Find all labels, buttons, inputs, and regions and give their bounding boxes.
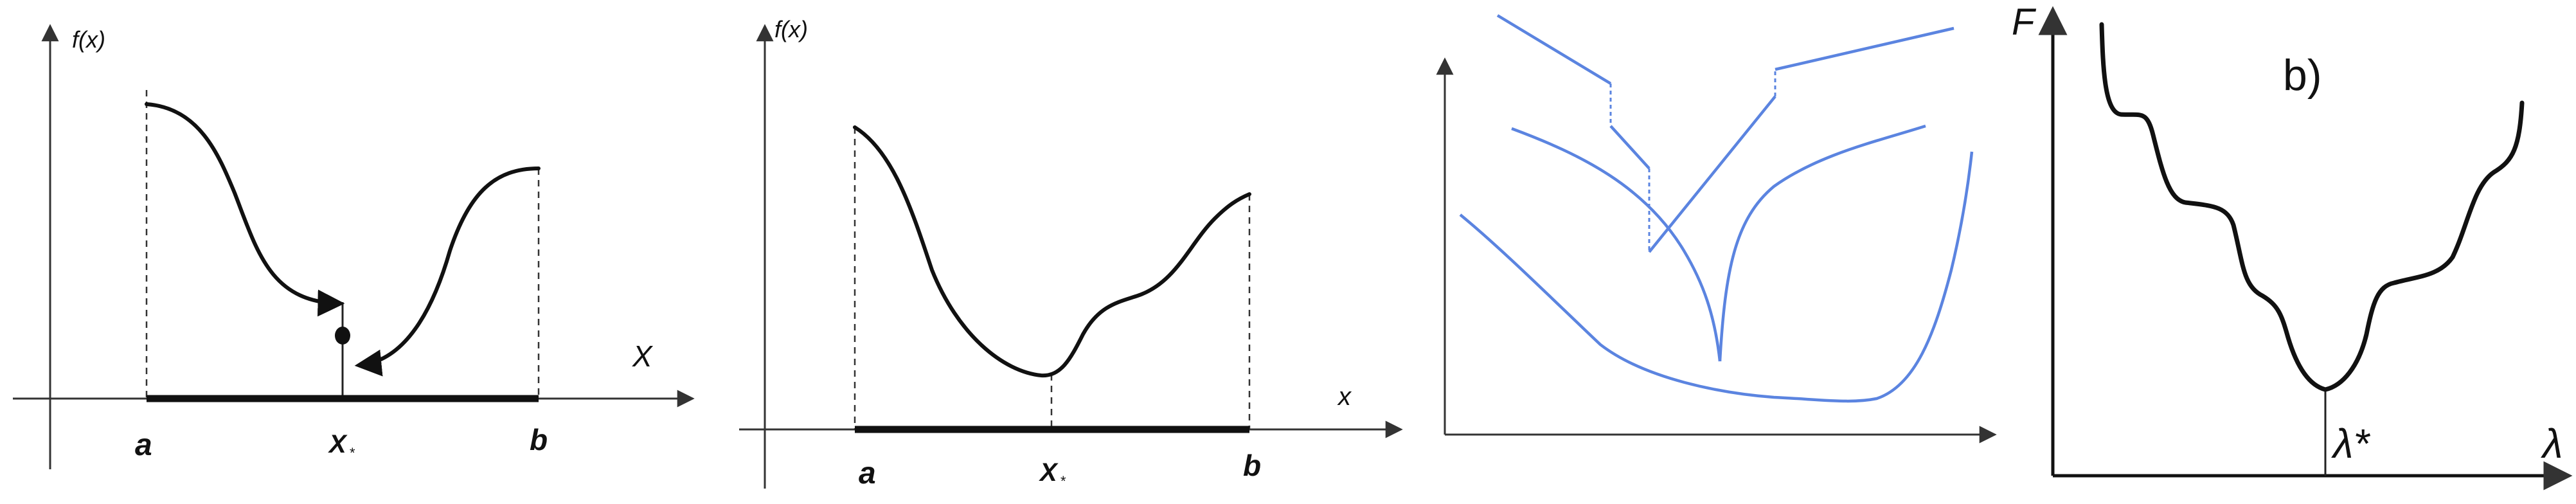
panel-1-b-label: b bbox=[530, 423, 548, 456]
panel-2-x-label: x bbox=[1337, 382, 1352, 411]
panel-4-y-label: F bbox=[2012, 1, 2037, 43]
panel-2-function-diagram: f(x) x a X * b bbox=[739, 16, 1403, 491]
panel-4-landscape-curve bbox=[2099, 22, 2525, 392]
panel-1-right-curve bbox=[354, 166, 541, 377]
panel-1-minimum-point bbox=[335, 327, 350, 345]
panel-1-xstar-subscript: * bbox=[350, 445, 355, 461]
panel-3-cusp-curve-right bbox=[1718, 124, 1926, 362]
panel-3-cusp-curve-left bbox=[1511, 127, 1722, 362]
panel-2-b-label: b bbox=[1243, 449, 1261, 482]
panel-4-x-label: λ bbox=[2541, 420, 2563, 467]
panel-2-y-label: f(x) bbox=[774, 16, 808, 42]
panel-3-piecewise-curve-up bbox=[1648, 95, 1776, 253]
panel-4-panel-tag: b) bbox=[2283, 51, 2321, 100]
panel-1-convergence-diagram: f(x) X a X * b bbox=[13, 24, 695, 469]
panel-1-a-label: a bbox=[135, 428, 152, 462]
panel-4-energy-landscape: F λ b) λ* bbox=[2012, 1, 2573, 491]
panel-3-blue-curves-diagram bbox=[1436, 14, 1997, 444]
panel-1-x-label: X bbox=[632, 339, 654, 373]
panel-2-function-curve bbox=[853, 125, 1251, 378]
panel-1-left-curve bbox=[145, 102, 345, 317]
panel-2-xstar-subscript: * bbox=[1060, 473, 1066, 489]
panel-3-piecewise-curve-left bbox=[1496, 14, 1612, 85]
panel-3-piecewise-curve-mid bbox=[1609, 125, 1650, 170]
panel-3-piecewise-curve-right bbox=[1775, 26, 1954, 71]
panel-2-a-label: a bbox=[859, 456, 876, 491]
panel-1-xstar-label: X bbox=[328, 430, 348, 458]
panel-3-smooth-curve bbox=[1459, 151, 1974, 403]
panel-2-xstar-label: X bbox=[1039, 458, 1059, 487]
panel-4-minimum-label: λ* bbox=[2331, 420, 2371, 467]
panel-1-y-label: f(x) bbox=[72, 26, 105, 53]
